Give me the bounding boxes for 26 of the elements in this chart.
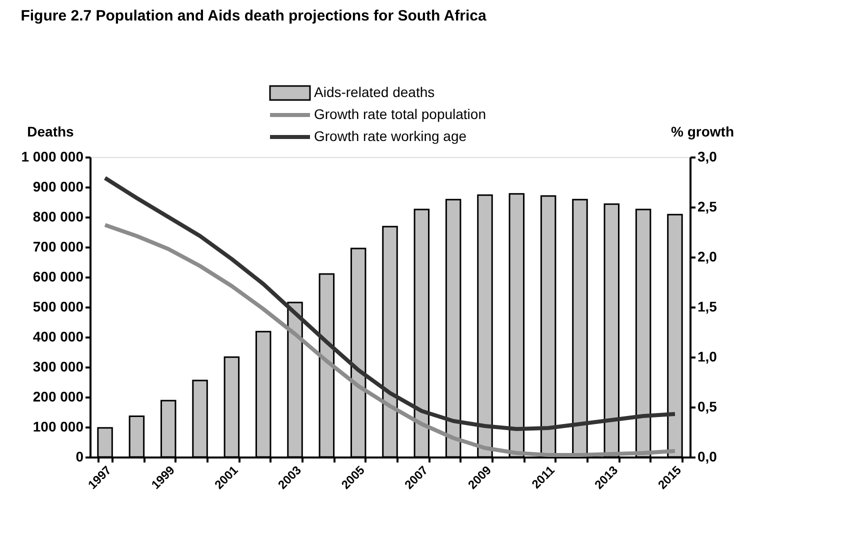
y2-tick-label: 1,0 [698, 348, 718, 364]
y-tick-label: 900 000 [32, 178, 84, 194]
y2-tick-label: 1,5 [698, 298, 718, 314]
y-axis-title: Deaths [27, 124, 74, 140]
y-tick-label: 800 000 [32, 208, 84, 224]
y2-axis-title: % growth [671, 124, 734, 140]
y2-tick-label: 3,0 [698, 148, 718, 164]
y-tick-label: 0 [76, 448, 84, 464]
line-series [103, 223, 677, 457]
y-tick-label: 500 000 [32, 298, 84, 314]
y2-tick-label: 2,0 [698, 248, 718, 264]
chart-title: Figure 2.7 Population and Aids death projections for South Africa [20, 7, 487, 24]
y-tick-label: 700 000 [32, 238, 84, 254]
line-series [103, 176, 677, 431]
y-tick-label: 1 000 000 [21, 148, 84, 164]
y2-tick-label: 2,5 [698, 198, 718, 214]
legend-label: Growth rate total population [314, 106, 486, 122]
y-tick-label: 600 000 [32, 268, 84, 284]
y2-tick-label: 0,0 [698, 448, 718, 464]
y-tick-label: 100 000 [32, 418, 84, 434]
y-tick-label: 200 000 [32, 388, 84, 404]
y-tick-label: 400 000 [32, 328, 84, 344]
legend-label: Growth rate working age [314, 128, 467, 144]
legend-label: Aids-related deaths [314, 84, 435, 100]
y-tick-label: 300 000 [32, 358, 84, 374]
y2-tick-label: 0,5 [698, 398, 718, 414]
